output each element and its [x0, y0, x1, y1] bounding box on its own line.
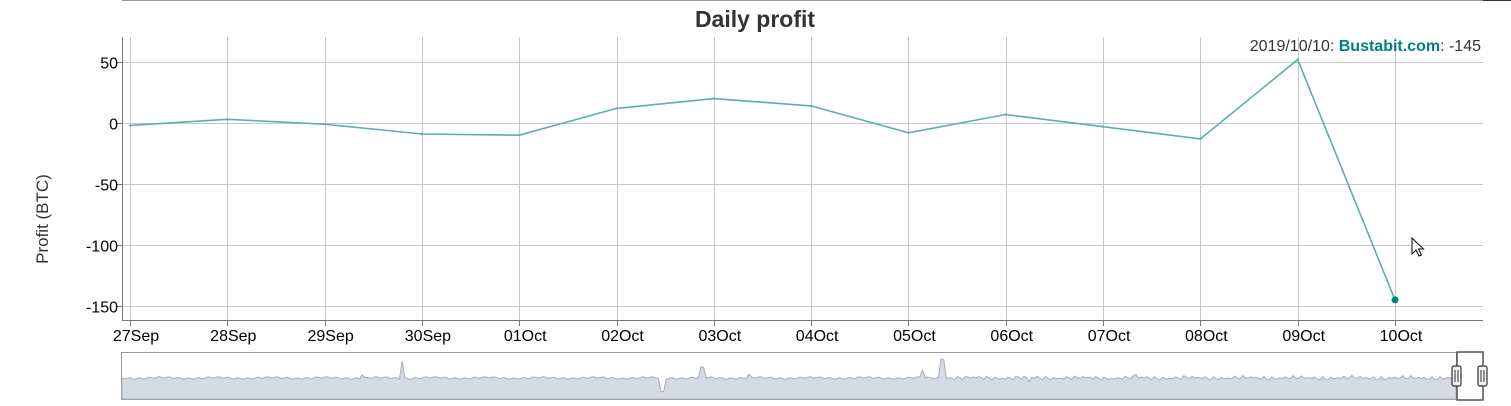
highlighted-data-point[interactable] — [1391, 296, 1399, 304]
range-selector[interactable] — [121, 351, 1488, 401]
data-point — [323, 123, 326, 126]
x-tick-label: 02Oct — [601, 328, 644, 345]
x-tick-label: 30Sep — [405, 328, 451, 345]
x-tick-label: 10Oct — [1380, 328, 1423, 345]
series-line — [129, 58, 1396, 301]
legend-value: : -145 — [1440, 38, 1481, 55]
x-tick-label: 07Oct — [1088, 328, 1131, 345]
x-tick-label: 28Sep — [210, 328, 256, 345]
axes — [122, 37, 1483, 321]
data-point — [1199, 137, 1202, 141]
range-selector-minichart — [121, 358, 1457, 400]
y-tick-label: -50 — [95, 178, 118, 195]
data-point — [712, 97, 715, 100]
data-point — [1296, 58, 1299, 61]
data-point — [518, 134, 521, 137]
series-layer — [128, 58, 1399, 304]
legend-series-name: Bustabit.com — [1339, 38, 1440, 55]
x-tick-label: 08Oct — [1185, 328, 1228, 345]
y-tick-label: -150 — [86, 300, 118, 317]
legend-date: 2019/10/10: — [1250, 38, 1339, 55]
y-tick-label: -100 — [86, 239, 118, 256]
x-tick-label: 01Oct — [504, 328, 547, 345]
data-point — [128, 124, 132, 127]
data-point — [420, 132, 424, 136]
data-point — [226, 118, 229, 121]
y-axis-label: Profit (BTC) — [33, 174, 52, 264]
x-tick-label: 05Oct — [893, 328, 936, 345]
x-tick-label: 04Oct — [796, 328, 839, 345]
x-tick-label: 09Oct — [1282, 328, 1325, 345]
y-tick-label: 50 — [100, 56, 118, 73]
x-tick-label: 03Oct — [699, 328, 742, 345]
data-point — [615, 107, 618, 110]
range-selector-left-handle[interactable] — [1451, 365, 1462, 387]
data-point — [1101, 125, 1105, 128]
grid — [122, 37, 1483, 320]
y-ticks: 50 0 -50 -100 -150 — [86, 56, 122, 317]
x-ticks: 27Sep 28Sep 29Sep 30Sep 01Oct 02Oct 03Oct 04Oct… — [113, 320, 1423, 345]
data-point — [907, 131, 910, 134]
mouse-cursor-icon — [1411, 236, 1425, 257]
x-tick-label: 06Oct — [990, 328, 1033, 345]
chart-title: Daily profit — [695, 6, 815, 32]
legend-readout: 2019/10/10: Bustabit.com: -145 — [1250, 38, 1481, 55]
x-tick-label: 27Sep — [113, 328, 159, 345]
range-selector-right-handle[interactable] — [1477, 365, 1488, 387]
y-tick-label: 0 — [109, 117, 118, 134]
data-point — [810, 104, 813, 108]
data-point — [1004, 113, 1007, 116]
x-tick-label: 29Sep — [307, 328, 353, 345]
